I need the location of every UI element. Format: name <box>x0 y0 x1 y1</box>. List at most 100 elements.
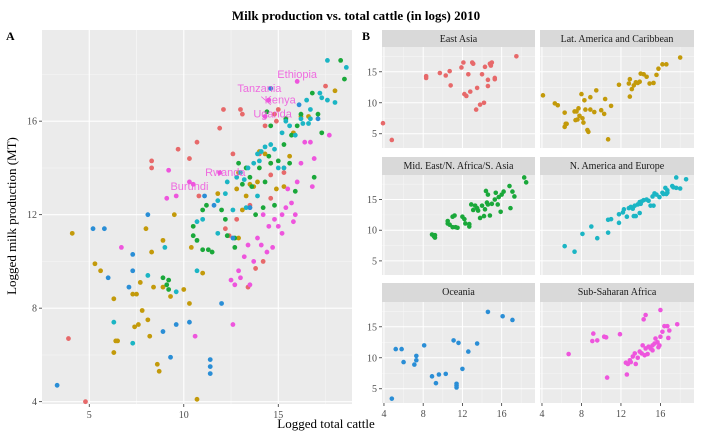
scatter-point <box>308 139 313 145</box>
scatter-point <box>459 65 464 70</box>
scatter-point <box>674 322 680 327</box>
scatter-point <box>272 216 277 222</box>
scatter-point <box>598 107 604 113</box>
scatter-point <box>224 179 230 185</box>
scatter-point <box>168 294 173 299</box>
scatter-point <box>489 201 495 207</box>
scatter-point <box>253 266 258 271</box>
scatter-point <box>255 193 260 199</box>
scatter-point <box>454 381 459 387</box>
scatter-point <box>228 277 234 283</box>
scatter-point <box>508 205 513 211</box>
scatter-point <box>154 361 160 367</box>
facet-0: East Asia 5 10 15 <box>367 30 535 148</box>
scatter-point <box>224 233 230 239</box>
scatter-point <box>130 340 136 346</box>
scatter-point <box>279 130 285 136</box>
panel-a-label: A <box>6 29 15 43</box>
scatter-point <box>488 63 494 68</box>
scatter-point <box>492 75 498 81</box>
scatter-point <box>147 333 153 339</box>
scatter-point <box>452 213 457 218</box>
scatter-point <box>175 146 181 152</box>
annotation-label: Ethiopia <box>277 69 318 81</box>
scatter-point <box>272 202 277 208</box>
annotation-leader-line <box>261 96 271 106</box>
facet-background <box>382 175 535 275</box>
scatter-point <box>273 118 279 124</box>
scatter-point <box>605 230 611 235</box>
scatter-point <box>234 186 240 192</box>
scatter-point <box>581 120 586 125</box>
scatter-point <box>521 175 527 180</box>
scatter-point <box>673 185 679 191</box>
scatter-point <box>130 268 136 274</box>
x-tick-label: 16 <box>655 409 665 420</box>
scatter-point <box>463 221 468 226</box>
y-tick-label: 12 <box>27 210 37 221</box>
scatter-point <box>669 183 675 189</box>
y-tick-label: 5 <box>372 129 377 140</box>
scatter-point <box>601 334 607 339</box>
annotation-label: Uganda <box>253 109 292 121</box>
scatter-point <box>255 151 260 157</box>
scatter-point <box>143 226 149 232</box>
scatter-point <box>683 176 689 182</box>
scatter-point <box>323 83 328 89</box>
scatter-point <box>83 399 88 405</box>
scatter-point <box>647 81 652 86</box>
scatter-point <box>510 317 515 323</box>
scatter-point <box>656 66 661 71</box>
scatter-point <box>572 109 577 114</box>
scatter-point <box>454 385 459 390</box>
facet-strip-label: Mid. East/N. Africa/S. Asia <box>404 161 515 172</box>
scatter-point <box>624 214 630 220</box>
scatter-point <box>643 312 648 318</box>
scatter-point <box>230 207 236 213</box>
scatter-point <box>602 96 608 102</box>
scatter-point <box>555 102 561 108</box>
scatter-point <box>130 291 136 297</box>
scatter-point <box>436 372 442 377</box>
scatter-point <box>575 117 580 122</box>
scatter-point <box>262 123 268 129</box>
scatter-point <box>660 62 665 67</box>
scatter-point <box>239 207 245 213</box>
scatter-point <box>485 77 491 83</box>
scatter-point <box>572 249 577 254</box>
scatter-point <box>342 76 347 82</box>
scatter-point <box>653 336 658 341</box>
scatter-point <box>604 375 610 380</box>
scatter-point <box>118 244 124 250</box>
panel-b-label: B <box>362 29 370 43</box>
scatter-point <box>217 125 223 131</box>
scatter-point <box>247 282 253 288</box>
scatter-point <box>308 116 313 122</box>
facet-background <box>540 175 694 275</box>
x-tick-label: 5 <box>87 410 92 421</box>
scatter-point <box>162 244 168 250</box>
scatter-point <box>601 111 607 117</box>
annotation-label: Kenya <box>265 95 297 107</box>
scatter-point <box>134 291 139 297</box>
scatter-point <box>137 280 143 285</box>
scatter-point <box>287 123 293 129</box>
scatter-point <box>325 57 330 63</box>
scatter-point <box>677 55 683 60</box>
scatter-point <box>268 142 274 147</box>
scatter-point <box>414 357 419 363</box>
facet-3: N. America and Europe <box>540 157 694 275</box>
scatter-point <box>311 156 317 161</box>
scatter-point <box>466 349 471 354</box>
facet-strip <box>540 30 694 47</box>
scatter-point <box>232 244 238 250</box>
scatter-point <box>238 275 243 281</box>
scatter-point <box>315 111 321 117</box>
scatter-point <box>579 91 584 97</box>
scatter-point <box>432 232 438 238</box>
scatter-point <box>414 353 419 359</box>
scatter-point <box>311 174 317 180</box>
facet-strip-label: Oceania <box>442 287 475 298</box>
scatter-point <box>260 212 266 218</box>
facet-strip-label: Lat. America and Caribbean <box>561 34 674 45</box>
